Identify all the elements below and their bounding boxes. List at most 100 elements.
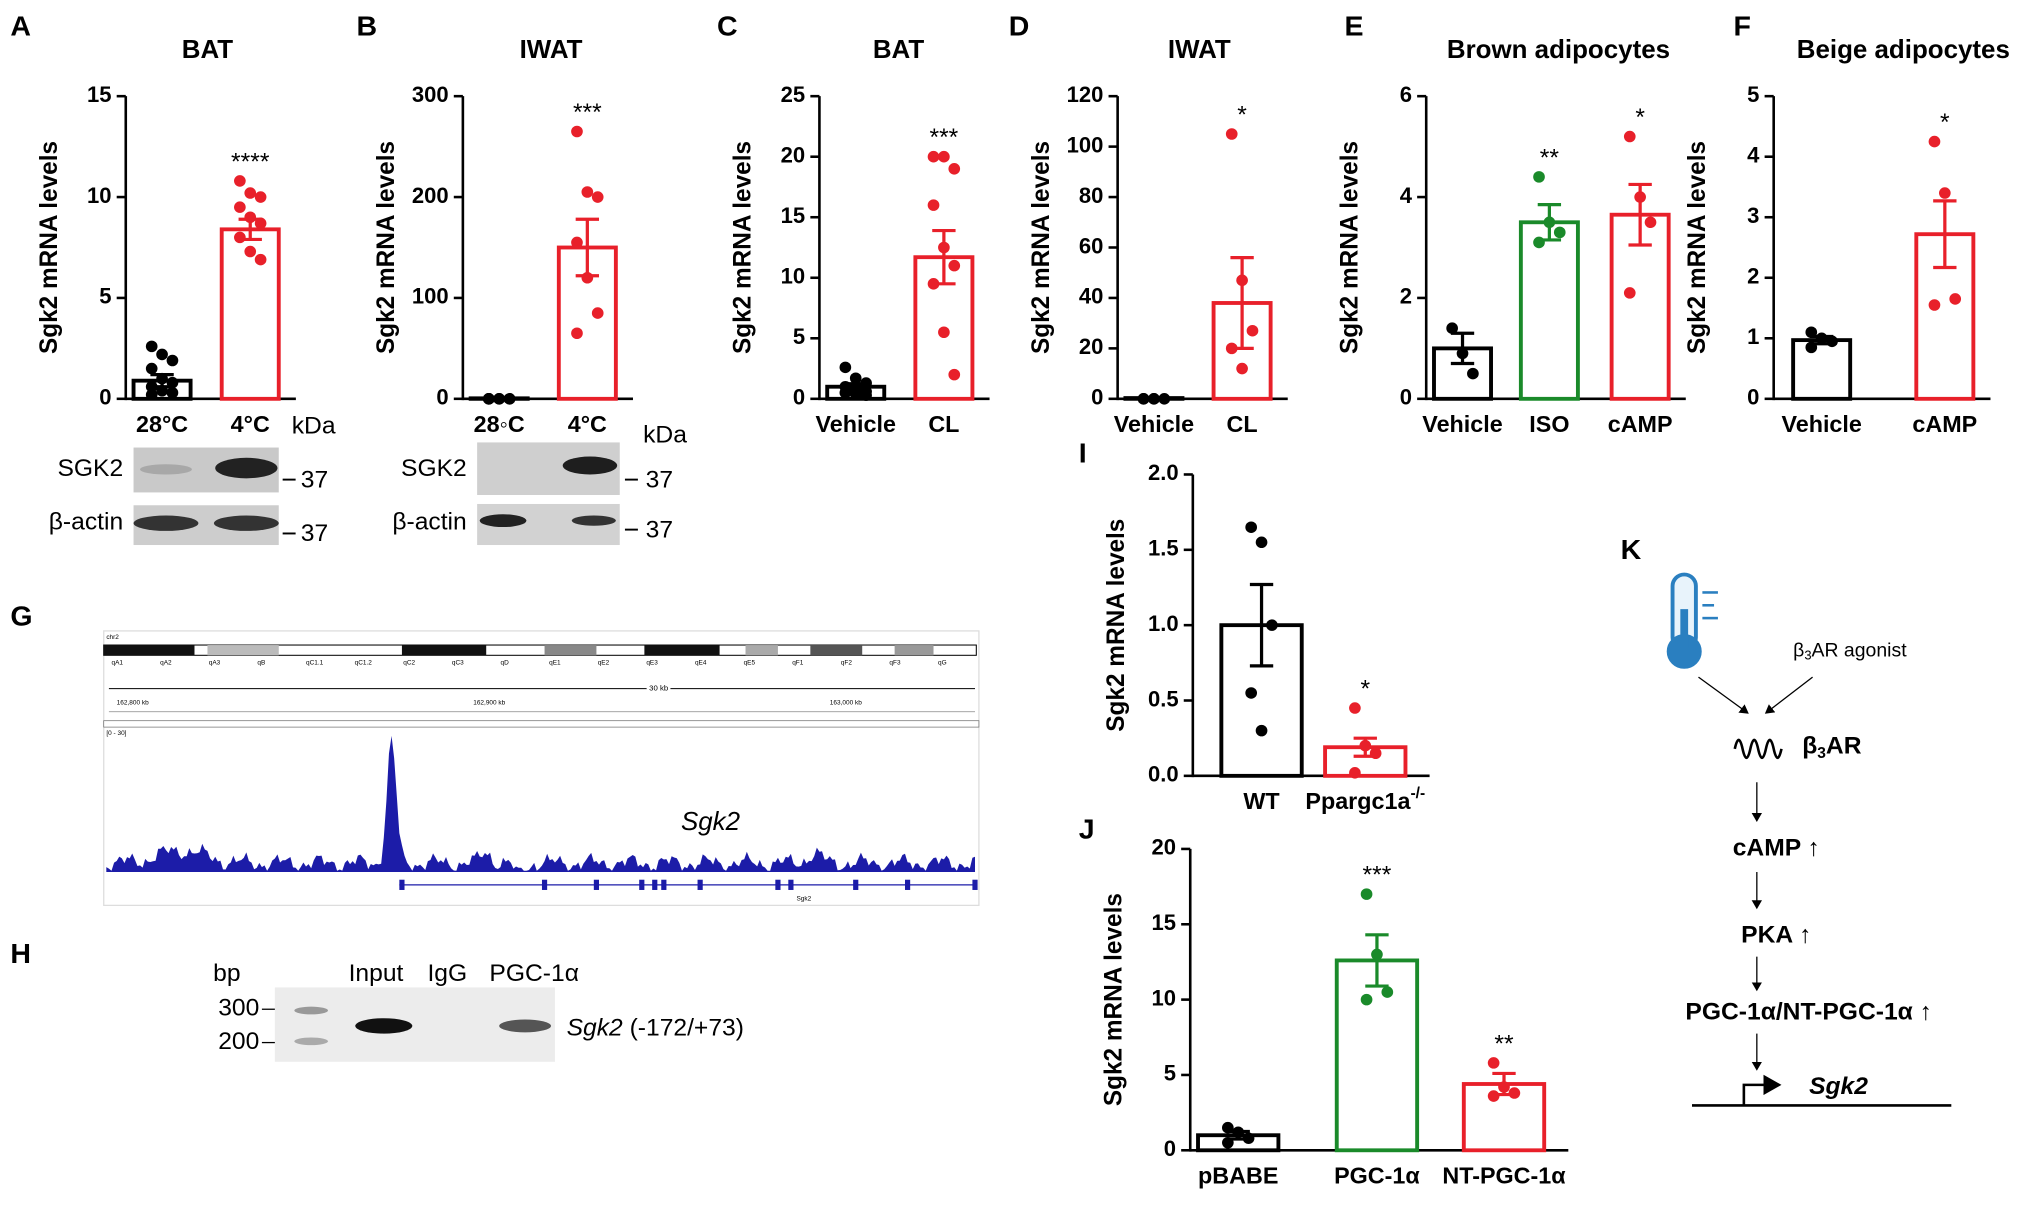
x-tick-label: pBABE <box>1198 1162 1278 1188</box>
exon <box>639 879 645 890</box>
gel-unit: bp <box>213 960 240 987</box>
data-point <box>1236 362 1248 375</box>
significance: *** <box>1363 862 1392 889</box>
band-label: qE4 <box>695 660 707 667</box>
step: cAMP ↑ <box>1733 834 1820 861</box>
blot-label: SGK2 <box>401 455 467 482</box>
bar <box>1791 338 1853 401</box>
text: AR agonist <box>1812 640 1908 662</box>
data-point <box>1498 1081 1510 1093</box>
exon <box>541 879 548 890</box>
y-axis-label: Sgk2 mRNA levels <box>1028 141 1055 354</box>
blot-label: SGK2 <box>57 455 123 482</box>
y-tick-label: 5 <box>793 324 805 349</box>
data-point <box>1148 393 1160 405</box>
panel-letter: D <box>1009 11 1030 43</box>
x-tick-label: ISO <box>1529 411 1569 437</box>
exon <box>904 879 911 890</box>
ideogram-band <box>401 645 487 656</box>
coordinate: 162,900 kb <box>473 699 505 706</box>
data-point <box>948 163 961 175</box>
data-point <box>571 236 583 249</box>
chromosome: chr2 <box>106 634 119 641</box>
blot-band <box>133 515 199 531</box>
x-tick-label: cAMP <box>1608 411 1673 437</box>
data-point <box>1634 191 1646 203</box>
y-tick-label: 20 <box>1079 334 1104 359</box>
y-tick-label: 3 <box>1747 203 1759 228</box>
data-point <box>1236 274 1248 287</box>
agonist: β3AR agonist <box>1793 640 1907 663</box>
ideogram-band <box>103 645 195 656</box>
data-point <box>860 377 872 389</box>
y-tick-label: 2.0 <box>1148 460 1179 485</box>
data-point <box>156 384 168 397</box>
y-tick-label: 10 <box>781 264 806 289</box>
subscript: 3 <box>1804 648 1811 663</box>
scale-label: 30 kb <box>649 684 668 693</box>
x-tick-label: Vehicle <box>1781 411 1862 437</box>
receptor: β3AR <box>1802 733 1862 762</box>
x-tick-label: WT <box>1243 788 1279 814</box>
y-tick-label: 0 <box>1164 1136 1176 1161</box>
data-point <box>938 326 950 339</box>
track-range: [0 - 30] <box>106 730 126 737</box>
y-tick-label: 15 <box>781 203 806 228</box>
significance: * <box>1940 109 1950 136</box>
y-axis-label: Sgk2 mRNA levels <box>373 141 400 354</box>
blot-unit: kDa <box>292 413 336 440</box>
chart-title: Brown adipocytes <box>1447 36 1670 64</box>
panel-letter: F <box>1733 11 1750 43</box>
data-point <box>1245 521 1258 533</box>
x-tick-label: CL <box>1227 411 1258 437</box>
blot-band <box>140 464 192 475</box>
blot-band <box>215 457 278 479</box>
panel-letter: I <box>1079 438 1087 470</box>
panel-letter: G <box>10 601 32 633</box>
data-point <box>503 393 516 405</box>
exon <box>661 879 667 890</box>
data-point <box>849 388 862 400</box>
y-tick-label: 20 <box>1151 835 1176 860</box>
data-point <box>1644 216 1657 229</box>
bar <box>1334 958 1420 1153</box>
blot-marker: 37 <box>301 466 328 493</box>
ideogram-band <box>894 645 934 656</box>
band-label: qA1 <box>112 660 124 667</box>
data-point <box>1369 747 1382 760</box>
x-tick-label: 28◦C <box>474 411 525 437</box>
receptor-icon <box>1733 738 1783 760</box>
band-label: qA3 <box>209 660 221 667</box>
significance: *** <box>573 99 602 126</box>
y-tick-label: 2 <box>1400 284 1412 309</box>
y-axis-label: Sgk2 mRNA levels <box>1103 519 1130 732</box>
data-point <box>1359 739 1372 752</box>
y-axis-label: Sgk2 mRNA levels <box>1336 141 1363 354</box>
y-axis-label: Sgk2 mRNA levels <box>1100 893 1127 1106</box>
data-point <box>1446 322 1458 334</box>
exon <box>972 879 978 890</box>
blot-marker: 37 <box>646 516 673 543</box>
data-point <box>1158 393 1171 405</box>
gene-label-small: Sgk2 <box>796 896 811 903</box>
data-point <box>482 393 495 405</box>
gene: Sgk2 <box>567 1015 624 1042</box>
y-tick-label: 60 <box>1079 233 1104 258</box>
y-tick-label: 6 <box>1400 82 1412 107</box>
gel-marker: 300 <box>218 995 259 1022</box>
data-point <box>145 380 158 393</box>
band-label: qB <box>257 660 265 667</box>
data-point <box>145 362 158 375</box>
data-point <box>166 386 179 399</box>
data-point <box>1266 619 1278 631</box>
exon <box>697 879 703 890</box>
y-tick-label: 4 <box>1747 143 1760 168</box>
x-tick-label: cAMP <box>1912 411 1977 437</box>
data-point <box>571 125 583 138</box>
data-point <box>1242 1132 1255 1145</box>
x-tick-label: Vehicle <box>1422 411 1503 437</box>
blot-marker: 37 <box>301 520 328 547</box>
y-tick-label: 5 <box>99 284 111 309</box>
data-point <box>1467 367 1479 380</box>
data-point <box>234 231 246 244</box>
